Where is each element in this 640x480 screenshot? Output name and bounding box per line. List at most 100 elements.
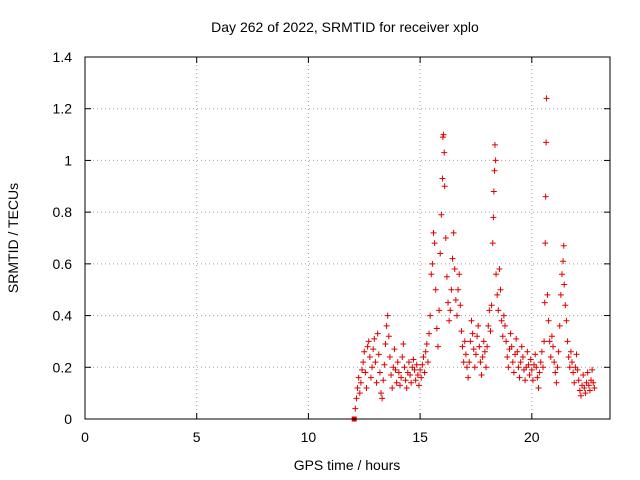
data-point	[580, 372, 587, 379]
data-point	[412, 377, 419, 384]
data-point	[537, 359, 544, 366]
data-points	[351, 95, 598, 422]
data-point	[365, 338, 372, 345]
data-point	[451, 266, 458, 273]
data-point	[510, 369, 517, 376]
data-point	[503, 338, 510, 345]
data-point	[556, 322, 563, 329]
data-point	[518, 343, 525, 350]
data-point	[448, 286, 455, 293]
data-point	[574, 366, 581, 373]
data-point	[564, 338, 571, 345]
data-point	[509, 359, 516, 366]
data-point	[504, 353, 511, 360]
data-point	[528, 366, 535, 373]
data-point	[538, 348, 545, 355]
data-point	[471, 364, 478, 371]
data-point	[399, 353, 406, 360]
data-point	[367, 374, 374, 381]
data-point	[385, 333, 392, 340]
y-axis-label: SRMTID / TECUs	[5, 183, 21, 293]
data-point	[491, 141, 498, 148]
x-axis-label: GPS time / hours	[294, 457, 401, 473]
data-point	[533, 364, 540, 371]
data-point	[544, 291, 551, 298]
data-point	[534, 374, 541, 381]
data-point	[495, 307, 502, 314]
data-point	[472, 351, 479, 358]
data-point	[586, 387, 593, 394]
data-point	[490, 188, 497, 195]
data-point	[402, 377, 409, 384]
data-point	[543, 139, 550, 146]
data-point	[484, 343, 491, 350]
data-point	[361, 348, 368, 355]
data-point	[582, 390, 589, 397]
data-point	[467, 338, 474, 345]
data-point	[391, 346, 398, 353]
data-point	[561, 281, 568, 288]
data-point	[446, 317, 453, 324]
data-point	[478, 372, 485, 379]
data-point	[428, 271, 435, 278]
data-point	[525, 361, 532, 368]
y-tick-label: 1	[64, 152, 72, 168]
data-point	[577, 392, 584, 399]
data-point	[492, 157, 499, 164]
data-point	[372, 359, 379, 366]
data-point	[392, 366, 399, 373]
data-point	[491, 167, 498, 174]
data-point	[581, 384, 588, 391]
data-point	[557, 291, 564, 298]
data-point	[432, 286, 439, 293]
data-point	[445, 299, 452, 306]
data-point	[489, 240, 496, 247]
y-tick-label: 0.4	[53, 308, 73, 324]
data-point	[483, 364, 490, 371]
data-point	[555, 348, 562, 355]
data-point	[479, 353, 486, 360]
data-point	[436, 307, 443, 314]
data-point	[411, 366, 418, 373]
data-point	[575, 377, 582, 384]
x-tick-label: 5	[193, 429, 201, 445]
plot-frame	[84, 56, 611, 420]
data-point	[417, 366, 424, 373]
data-point	[393, 379, 400, 386]
data-point	[499, 333, 506, 340]
data-point	[426, 330, 433, 337]
data-point	[563, 317, 570, 324]
data-point	[441, 149, 448, 156]
data-point	[378, 390, 385, 397]
data-point	[423, 341, 430, 348]
data-point	[388, 372, 395, 379]
data-point	[476, 343, 483, 350]
data-point	[366, 353, 373, 360]
data-point	[386, 353, 393, 360]
data-point	[415, 382, 422, 389]
data-point	[370, 346, 377, 353]
data-point	[553, 379, 560, 386]
data-point	[453, 312, 460, 319]
data-point	[383, 322, 390, 329]
data-point	[493, 271, 500, 278]
data-point	[545, 317, 552, 324]
data-point	[481, 348, 488, 355]
data-point	[420, 353, 427, 360]
data-point	[431, 240, 438, 247]
data-point	[437, 250, 444, 257]
data-point	[427, 312, 434, 319]
chart-title: Day 262 of 2022, SRMTID for receiver xpl…	[211, 19, 479, 35]
data-point	[541, 338, 548, 345]
data-point	[486, 307, 493, 314]
data-point	[554, 364, 561, 371]
data-point	[413, 361, 420, 368]
data-point	[498, 317, 505, 324]
data-point	[468, 317, 475, 324]
data-point	[447, 307, 454, 314]
data-point	[359, 366, 366, 373]
data-point	[405, 359, 412, 366]
data-point	[488, 302, 495, 309]
x-tick-label: 0	[81, 429, 89, 445]
